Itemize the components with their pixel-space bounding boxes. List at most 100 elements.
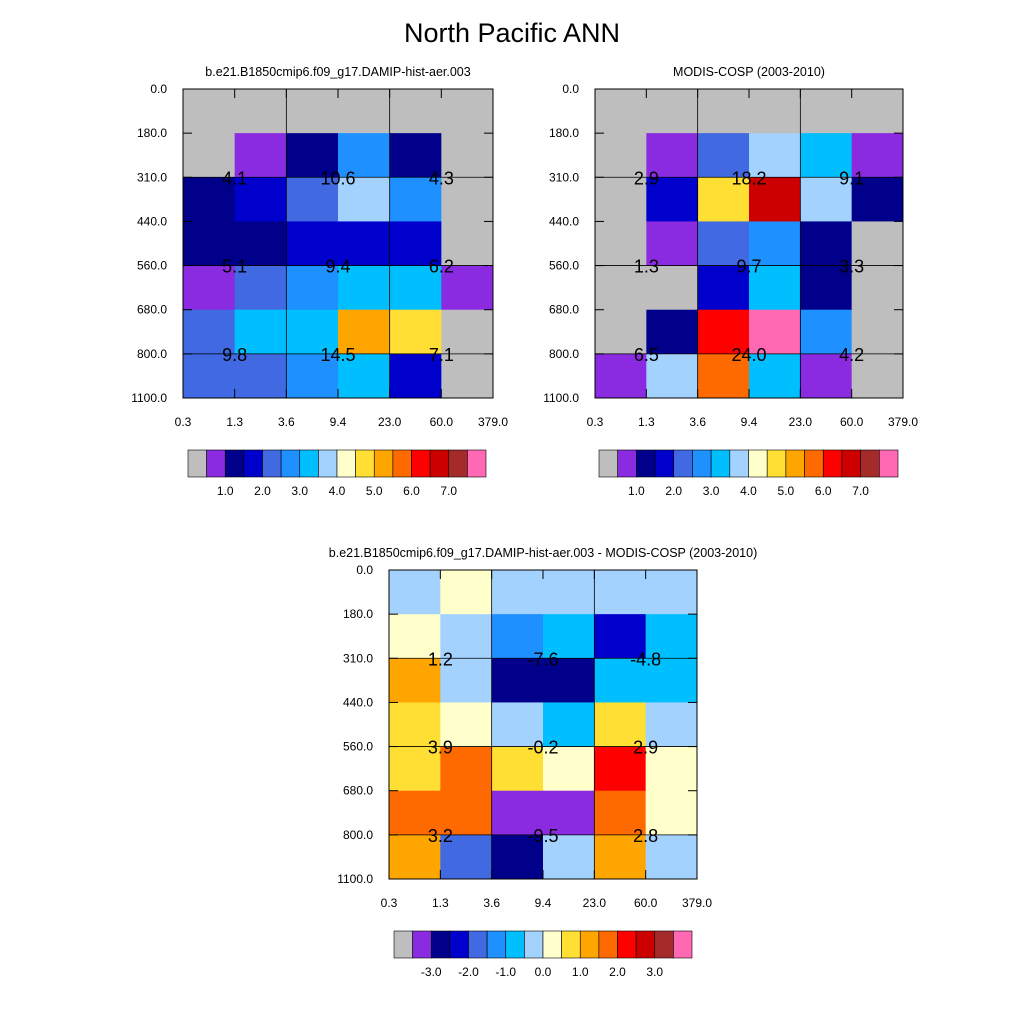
heatmap-cell bbox=[697, 221, 750, 267]
heatmap-cell bbox=[389, 746, 441, 792]
heatmap-cell bbox=[543, 614, 595, 659]
colorbar-label: 2.0 bbox=[254, 484, 271, 498]
heatmap-cell bbox=[234, 265, 287, 311]
cell-value-label: 5.1 bbox=[222, 257, 247, 277]
x-tick-label: 1.3 bbox=[638, 415, 655, 429]
heatmap-cell bbox=[389, 221, 442, 267]
heatmap-cell bbox=[491, 790, 544, 836]
heatmap-cell bbox=[543, 658, 595, 703]
heatmap-cell bbox=[491, 746, 544, 792]
cell-value-label: -0.2 bbox=[527, 738, 558, 758]
colorbar-label: 7.0 bbox=[852, 484, 869, 498]
heatmap-cell bbox=[338, 309, 391, 355]
heatmap-cell bbox=[646, 177, 699, 222]
heatmap-cell bbox=[851, 353, 904, 399]
heatmap-cell bbox=[646, 221, 699, 267]
cell-value-label: 3.3 bbox=[839, 257, 864, 277]
x-tick-label: 3.6 bbox=[278, 415, 295, 429]
colorbar-label: 2.0 bbox=[609, 965, 626, 979]
heatmap-cell bbox=[645, 702, 698, 748]
colorbar-label: 3.0 bbox=[646, 965, 663, 979]
y-tick-label: 560.0 bbox=[549, 259, 579, 273]
heatmap-cell bbox=[851, 177, 904, 222]
x-tick-label: 23.0 bbox=[583, 896, 607, 910]
heatmap-cell bbox=[594, 658, 647, 703]
heatmap-cell bbox=[183, 309, 236, 355]
heatmap-cell bbox=[749, 353, 801, 399]
cell-value-label: 2.8 bbox=[633, 826, 658, 846]
cell-value-label: 4.3 bbox=[429, 168, 454, 188]
heatmap-cell bbox=[440, 790, 493, 836]
x-tick-label: 0.3 bbox=[587, 415, 604, 429]
cell-value-label: 24.0 bbox=[731, 345, 766, 365]
colorbar: -3.0 -2.0 -1.0 0.0 1.0 2.0 3.0 bbox=[393, 930, 693, 979]
heatmap-cell bbox=[441, 221, 494, 267]
heatmap-cell bbox=[389, 309, 442, 355]
heatmap-cell bbox=[543, 790, 595, 836]
heatmap-cell bbox=[441, 309, 494, 355]
heatmap-cell bbox=[183, 265, 236, 311]
heatmap-cell bbox=[800, 309, 853, 355]
colorbar-box bbox=[673, 449, 693, 478]
heatmap-cell bbox=[543, 702, 595, 748]
heatmap-cell bbox=[594, 702, 647, 748]
colorbar-box bbox=[373, 449, 394, 478]
colorbar-box bbox=[524, 930, 544, 959]
heatmap-cell bbox=[749, 177, 801, 222]
heatmap-cell bbox=[595, 265, 647, 311]
heatmap-cell bbox=[338, 353, 391, 399]
cell-value-label: 9.1 bbox=[839, 168, 864, 188]
y-tick-label: 310.0 bbox=[549, 170, 579, 184]
heatmap-cell bbox=[491, 570, 544, 615]
heatmap-cell bbox=[286, 177, 339, 222]
colorbar-box bbox=[449, 930, 469, 959]
heatmap-cell bbox=[697, 353, 750, 399]
x-tick-label: 9.4 bbox=[330, 415, 347, 429]
heatmap-cell bbox=[800, 353, 853, 399]
y-tick-label: 800.0 bbox=[343, 828, 373, 842]
cell-value-label: 18.2 bbox=[731, 168, 766, 188]
y-tick-label: 310.0 bbox=[137, 170, 167, 184]
cell-value-label: 10.6 bbox=[320, 168, 355, 188]
x-tick-label: 379.0 bbox=[682, 896, 712, 910]
heatmap-cell bbox=[594, 834, 647, 880]
colorbar-box bbox=[729, 449, 749, 478]
heatmap-cell bbox=[389, 89, 442, 134]
heatmap-panel-3: b.e21.B1850cmip6.f09_g17.DAMIP-hist-aer.… bbox=[329, 546, 757, 979]
colorbar-box bbox=[598, 449, 618, 478]
x-tick-label: 379.0 bbox=[888, 415, 918, 429]
y-tick-label: 560.0 bbox=[343, 740, 373, 754]
colorbar-label: 7.0 bbox=[440, 484, 457, 498]
y-tick-label: 180.0 bbox=[343, 607, 373, 621]
colorbar-box bbox=[748, 449, 768, 478]
y-tick-label: 440.0 bbox=[343, 695, 373, 709]
heatmap-cell bbox=[286, 309, 339, 355]
heatmap-cell bbox=[491, 658, 544, 703]
heatmap-cell bbox=[389, 658, 441, 703]
heatmap-cell bbox=[338, 221, 391, 267]
heatmap-cell bbox=[594, 570, 647, 615]
panel-title: b.e21.B1850cmip6.f09_g17.DAMIP-hist-aer.… bbox=[329, 546, 757, 560]
heatmap-cell bbox=[286, 221, 339, 267]
y-tick-label: 0.0 bbox=[562, 82, 579, 96]
colorbar-box bbox=[561, 930, 581, 959]
panel-title: b.e21.B1850cmip6.f09_g17.DAMIP-hist-aer.… bbox=[205, 65, 470, 79]
figure-title: North Pacific ANN bbox=[403, 18, 621, 48]
y-tick-label: 180.0 bbox=[137, 126, 167, 140]
x-tick-label: 9.4 bbox=[741, 415, 758, 429]
colorbar-label: -3.0 bbox=[421, 965, 442, 979]
colorbar-box bbox=[468, 930, 488, 959]
colorbar-box bbox=[429, 449, 450, 478]
colorbar-box bbox=[299, 449, 319, 478]
y-tick-label: 680.0 bbox=[137, 303, 167, 317]
colorbar-box bbox=[505, 930, 525, 959]
colorbar-box bbox=[879, 449, 899, 478]
colorbar-label: 6.0 bbox=[815, 484, 832, 498]
heatmap-cell bbox=[645, 746, 698, 792]
heatmap-cell bbox=[389, 133, 442, 178]
heatmap-cell bbox=[234, 309, 287, 355]
heatmap-cell bbox=[645, 834, 698, 880]
heatmap-cell bbox=[595, 133, 647, 178]
x-tick-label: 0.3 bbox=[175, 415, 192, 429]
colorbar-box bbox=[710, 449, 731, 478]
